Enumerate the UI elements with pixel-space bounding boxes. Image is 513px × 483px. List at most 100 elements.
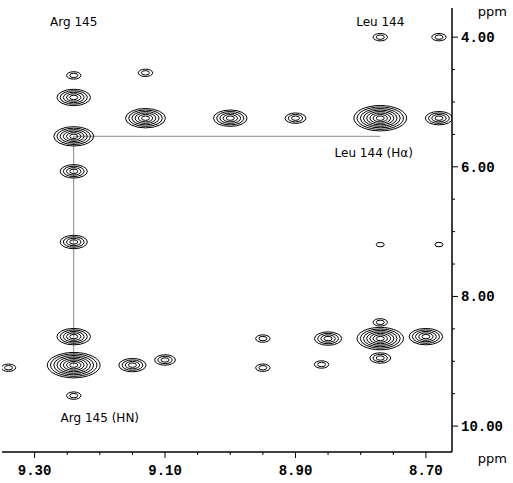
peak [138, 69, 152, 76]
contour-ring [376, 356, 384, 360]
peak [54, 127, 94, 146]
y-minor-tick [452, 393, 455, 394]
x-axis-title: ppm [478, 451, 507, 466]
contour-ring [60, 235, 87, 248]
contour-ring [435, 242, 443, 246]
contour-ring [370, 353, 391, 363]
contour-ring [57, 128, 91, 144]
contour-ring [60, 91, 87, 104]
peak [435, 242, 443, 246]
peak [47, 352, 100, 377]
annotation: Arg 145 (HN) [61, 411, 139, 425]
x-axis-line [2, 451, 452, 453]
y-axis-line [451, 8, 453, 452]
contour-ring [314, 332, 341, 345]
chart: 9.309.108.908.704.006.008.0010.00ppmppmA… [0, 0, 513, 483]
contour-ring [376, 336, 384, 340]
x-minor-tick [99, 452, 100, 455]
contour-ring [2, 364, 16, 371]
peak [2, 364, 16, 371]
contour-ring [67, 94, 81, 101]
contour-ring [363, 330, 397, 346]
contour-ring [376, 320, 384, 324]
peak [256, 335, 270, 342]
y-minor-tick [452, 134, 455, 135]
y-minor-tick [452, 101, 455, 102]
contour-ring [5, 366, 13, 370]
x-minor-tick [67, 452, 68, 455]
x-tick [165, 452, 166, 458]
contour-ring [63, 331, 84, 341]
contour-ring [226, 116, 234, 120]
y-minor-tick [452, 69, 455, 70]
contour-ring [129, 110, 163, 126]
y-tick [452, 426, 458, 427]
contour-ring [54, 355, 94, 374]
contour-ring [67, 133, 81, 140]
contour-ring [125, 361, 139, 368]
peak [357, 327, 403, 349]
contour-ring [70, 393, 78, 397]
contour-ring [360, 329, 400, 348]
contour-ring [259, 366, 267, 370]
contour-ring [422, 334, 430, 338]
y-minor-tick [452, 328, 455, 329]
peak [314, 361, 328, 368]
y-minor-tick [452, 231, 455, 232]
annotation-bg [59, 410, 141, 426]
y-tick [452, 37, 458, 38]
contour-ring [47, 352, 100, 377]
peak [213, 110, 247, 126]
x-minor-tick [328, 452, 329, 455]
peak [373, 33, 387, 40]
annotation-bg [48, 14, 99, 30]
contour-ring [60, 330, 87, 343]
y-tick-label: 6.00 [461, 160, 495, 176]
x-tick [34, 452, 35, 458]
x-minor-tick [197, 452, 198, 455]
contour-ring [373, 319, 387, 326]
contour-ring [51, 354, 97, 376]
y-tick [452, 166, 458, 167]
contour-ring [63, 360, 84, 370]
y-tick-label: 10.00 [461, 419, 503, 435]
contour-ring [256, 364, 270, 371]
peak [67, 72, 81, 79]
contour-ring [70, 134, 78, 138]
annotation-bg [333, 145, 415, 161]
contour-ring [354, 105, 407, 130]
annotation: Leu 144 (Hα) [335, 146, 413, 160]
contour-ring [416, 331, 437, 341]
contour-ring [70, 240, 78, 244]
contour-ring [324, 336, 332, 340]
contour-ring [70, 73, 78, 77]
x-tick-label: 8.90 [279, 463, 313, 479]
contour-ring [67, 333, 81, 340]
contour-ring [158, 356, 172, 363]
x-tick-label: 8.70 [409, 463, 443, 479]
peak [60, 235, 87, 248]
peak [125, 108, 165, 127]
x-tick-label: 9.10 [148, 463, 182, 479]
contour-ring [256, 335, 270, 342]
peak [57, 89, 91, 105]
contour-ring [141, 116, 149, 120]
contour-ring [70, 169, 78, 173]
peak [67, 392, 81, 399]
peak [60, 165, 87, 178]
contour-ring [363, 110, 397, 126]
contour-ring [161, 358, 169, 362]
contour-ring [357, 327, 403, 349]
contour-ring [376, 242, 384, 246]
x-minor-tick [132, 452, 133, 455]
contour-ring [63, 166, 84, 176]
contour-ring [67, 168, 81, 175]
contour-ring [432, 114, 446, 121]
annotation-bg [354, 14, 406, 30]
contour-ring [429, 113, 450, 123]
contour-ring [141, 71, 149, 75]
contour-ring [60, 165, 87, 178]
contour-ring [373, 114, 387, 121]
contour-ring [63, 131, 84, 141]
contour-ring [70, 334, 78, 338]
